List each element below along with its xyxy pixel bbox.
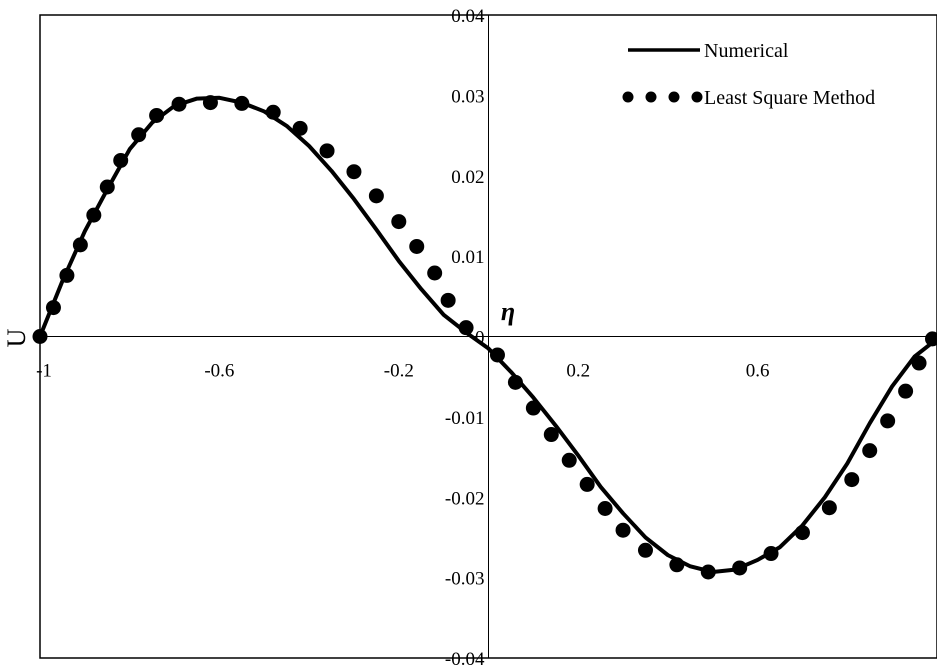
x-tick-label: -0.6 <box>204 361 234 382</box>
y-tick-label: -0.04 <box>445 649 485 669</box>
legend-marker-swatch <box>668 91 680 103</box>
data-point-least-square <box>925 331 937 347</box>
data-point-least-square <box>525 400 541 416</box>
data-point-least-square <box>844 472 860 488</box>
legend-marker-swatch <box>691 91 703 103</box>
data-point-least-square <box>489 347 505 363</box>
data-point-least-square <box>72 237 88 253</box>
data-point-least-square <box>202 95 218 111</box>
y-tick-label: -0.01 <box>445 408 485 429</box>
data-point-least-square <box>911 355 927 371</box>
data-point-least-square <box>637 542 653 558</box>
y-tick-label: 0.03 <box>451 86 484 107</box>
data-point-least-square <box>427 265 443 281</box>
data-point-least-square <box>880 413 896 429</box>
data-point-least-square <box>898 383 914 399</box>
data-point-least-square <box>700 564 716 580</box>
data-point-least-square <box>669 557 685 573</box>
y-tick-label: -0.03 <box>445 569 485 590</box>
data-point-least-square <box>732 560 748 576</box>
data-point-least-square <box>234 95 250 111</box>
data-point-least-square <box>579 476 595 492</box>
data-point-least-square <box>292 120 308 136</box>
data-point-least-square <box>32 329 48 344</box>
data-point-least-square <box>319 143 335 159</box>
x-tick-label: 0.6 <box>746 361 770 382</box>
data-point-least-square <box>821 500 837 516</box>
y-tick-label: 0.02 <box>451 167 484 188</box>
data-point-least-square <box>561 452 577 468</box>
legend-background <box>498 18 934 118</box>
data-point-least-square <box>763 546 779 562</box>
data-point-least-square <box>86 207 102 223</box>
data-point-least-square <box>409 238 425 254</box>
data-point-least-square <box>149 107 165 123</box>
series-lines <box>38 95 937 574</box>
y-tick-label: -0.02 <box>445 488 485 509</box>
legend-marker-swatch <box>645 91 657 103</box>
data-point-least-square <box>346 164 362 180</box>
legend: Numerical Least Square Method <box>622 40 875 109</box>
data-point-least-square <box>113 152 129 168</box>
data-point-least-square <box>368 188 384 204</box>
legend-marker-swatch <box>622 91 634 103</box>
data-point-least-square <box>131 127 147 143</box>
y-tick-label: 0.04 <box>451 6 485 27</box>
legend-label-least-square: Least Square Method <box>704 87 875 109</box>
series-line-numerical <box>38 95 937 574</box>
y-tick-label: 0 <box>475 328 485 349</box>
data-point-least-square <box>99 179 115 195</box>
x-tick-label: -0.2 <box>384 361 414 382</box>
data-point-least-square <box>794 525 810 541</box>
x-axis-title: η <box>501 297 515 326</box>
data-point-least-square <box>543 427 559 443</box>
data-point-least-square <box>391 214 407 230</box>
data-point-least-square <box>171 96 187 112</box>
y-tick-labels: 0.04 0.03 0.02 0.01 0 -0.01 -0.02 -0.03 -0.04 <box>445 6 485 669</box>
data-point-least-square <box>45 300 61 316</box>
data-point-least-square <box>597 501 613 517</box>
data-point-least-square <box>458 320 474 336</box>
x-tick-label: 0.2 <box>566 361 590 382</box>
x-tick-label: -1 <box>36 361 52 382</box>
y-axis-title: U <box>2 328 31 347</box>
series-markers <box>32 95 937 580</box>
data-point-least-square <box>59 267 75 283</box>
legend-label-numerical: Numerical <box>704 40 789 62</box>
data-point-least-square <box>862 443 878 459</box>
y-tick-label: 0.01 <box>451 247 484 268</box>
x-tick-labels: -1 -0.6 -0.2 0.2 0.6 <box>36 361 769 382</box>
data-point-least-square <box>265 104 281 120</box>
data-point-least-square <box>507 374 523 390</box>
data-point-least-square <box>615 522 631 538</box>
data-point-least-square <box>440 292 456 308</box>
